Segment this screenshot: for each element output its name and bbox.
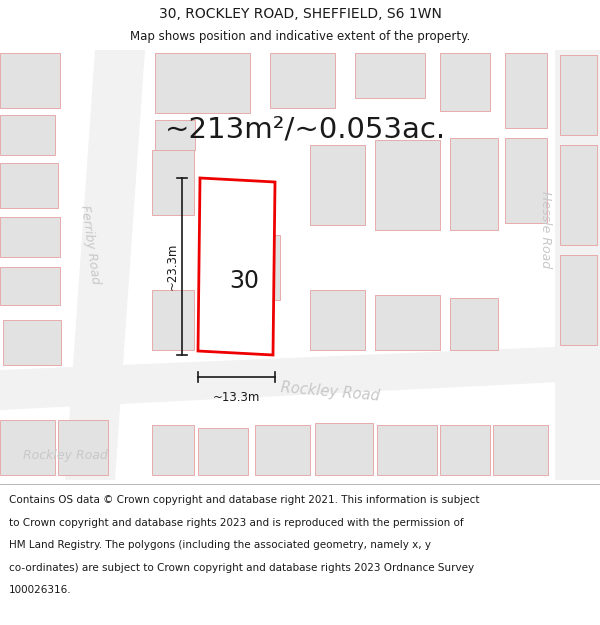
Text: Map shows position and indicative extent of the property.: Map shows position and indicative extent… — [130, 30, 470, 43]
Bar — [155, 53, 250, 113]
Bar — [3, 320, 61, 365]
Bar — [198, 428, 248, 475]
Text: HM Land Registry. The polygons (including the associated geometry, namely x, y: HM Land Registry. The polygons (includin… — [9, 540, 431, 550]
Bar — [155, 120, 195, 150]
Bar — [315, 423, 373, 475]
Bar — [440, 425, 490, 475]
Text: 100026316.: 100026316. — [9, 585, 71, 595]
Bar — [270, 53, 335, 108]
Bar — [0, 217, 60, 257]
Text: ~13.3m: ~13.3m — [213, 391, 260, 404]
Bar — [0, 267, 60, 305]
Bar — [493, 425, 548, 475]
Polygon shape — [65, 50, 145, 480]
Bar — [555, 50, 600, 480]
Text: Rockley Road: Rockley Road — [280, 380, 380, 404]
Bar — [440, 53, 490, 111]
Text: 30: 30 — [229, 269, 260, 294]
Bar — [505, 53, 547, 128]
Text: Hessle Road: Hessle Road — [539, 191, 551, 269]
Bar — [58, 420, 108, 475]
Bar — [310, 145, 365, 225]
Bar — [560, 55, 597, 135]
Text: ~213m²/~0.053ac.: ~213m²/~0.053ac. — [164, 116, 446, 144]
Bar — [450, 138, 498, 230]
Bar — [560, 145, 597, 245]
Text: Ferriby Road: Ferriby Road — [78, 204, 102, 286]
Text: co-ordinates) are subject to Crown copyright and database rights 2023 Ordnance S: co-ordinates) are subject to Crown copyr… — [9, 562, 474, 572]
Bar — [0, 53, 60, 108]
Text: Rockley Road: Rockley Road — [23, 449, 107, 461]
Bar — [377, 425, 437, 475]
Polygon shape — [198, 178, 275, 355]
Bar — [152, 425, 194, 475]
Bar — [375, 295, 440, 350]
Text: 30, ROCKLEY ROAD, SHEFFIELD, S6 1WN: 30, ROCKLEY ROAD, SHEFFIELD, S6 1WN — [158, 6, 442, 21]
Bar — [450, 298, 498, 350]
Bar — [220, 235, 280, 300]
Bar — [0, 163, 58, 208]
Bar — [310, 290, 365, 350]
Bar — [355, 53, 425, 98]
Bar — [0, 420, 55, 475]
Bar — [505, 138, 547, 223]
Bar — [375, 140, 440, 230]
Bar — [152, 290, 194, 350]
Bar — [255, 425, 310, 475]
Text: Contains OS data © Crown copyright and database right 2021. This information is : Contains OS data © Crown copyright and d… — [9, 495, 479, 505]
Bar — [152, 150, 194, 215]
Polygon shape — [0, 345, 600, 410]
Bar — [560, 255, 597, 345]
Bar — [0, 115, 55, 155]
Text: to Crown copyright and database rights 2023 and is reproduced with the permissio: to Crown copyright and database rights 2… — [9, 518, 464, 528]
Text: ~23.3m: ~23.3m — [166, 242, 179, 290]
